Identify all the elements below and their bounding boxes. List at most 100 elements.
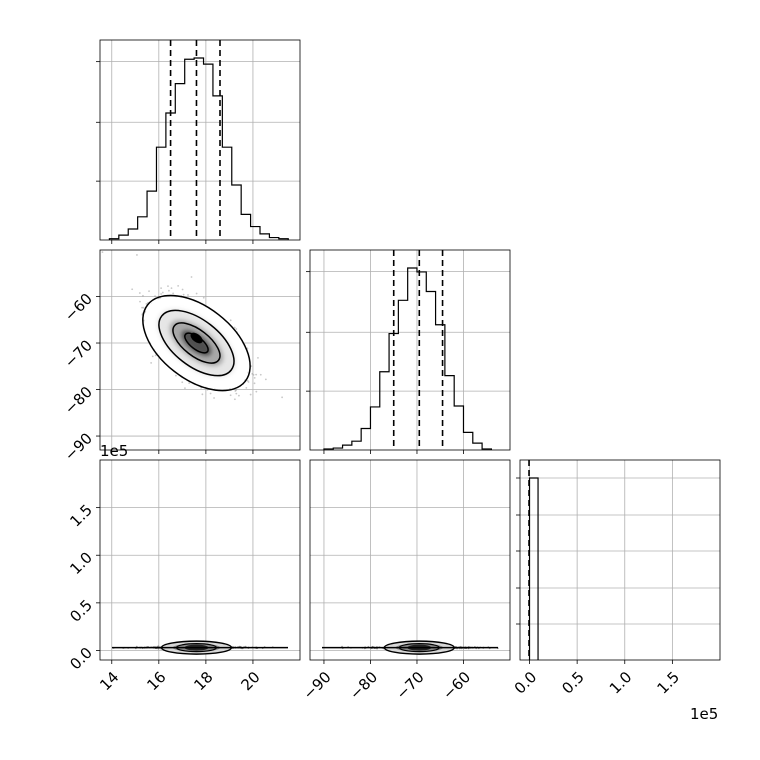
density-peak (190, 332, 203, 344)
panel-background (100, 460, 300, 660)
x-tick-label: −90 (300, 668, 335, 703)
panel-border (309, 459, 511, 661)
scatter-point (235, 392, 238, 395)
scatter-point (167, 285, 169, 288)
y-tick-label: −90 (61, 429, 96, 464)
y-tick-label: 0.5 (66, 596, 96, 626)
histogram-panel-param-2 (516, 459, 721, 664)
scatter-point (168, 289, 170, 292)
scatter-point (264, 378, 267, 381)
scatter-point (245, 386, 248, 389)
scatter-point (188, 382, 191, 385)
y-tick-label: 1.0 (66, 549, 96, 579)
scatter-point (209, 392, 212, 395)
scatter-point (247, 381, 250, 383)
x-tick-label: −80 (346, 668, 381, 703)
y-tick-label: 0.0 (66, 644, 96, 674)
scatter-point (238, 394, 240, 397)
scatter-point (175, 374, 177, 377)
scatter-point (187, 294, 189, 296)
scatter-point (154, 295, 156, 298)
scatter-point (181, 288, 184, 291)
y-tick-label: −80 (61, 383, 96, 418)
scatter-point (235, 389, 237, 391)
x-tick-label: 0.0 (511, 668, 541, 698)
scatter-point (253, 376, 256, 379)
x-tick-label: 1.0 (606, 668, 636, 698)
scatter-point (255, 390, 258, 393)
panel-border (99, 249, 301, 451)
scatter-point (253, 382, 256, 385)
density-fill (181, 330, 212, 356)
x-tick-label: 16 (143, 668, 169, 694)
scatter-point (172, 292, 175, 295)
scatter-point (131, 288, 134, 291)
scatter-point (150, 362, 153, 364)
scatter-point (259, 373, 262, 376)
panel-border (99, 459, 301, 661)
histogram-series (528, 477, 539, 660)
histogram-panel-param-1 (306, 249, 511, 454)
panel-border (519, 459, 721, 661)
scatter-point (190, 276, 193, 278)
panel-background (100, 40, 300, 240)
scatter-panel-param-0-vs-1 (96, 249, 301, 454)
x-tick-label: 0.5 (558, 668, 588, 698)
scatter-point (251, 372, 254, 375)
contour-line (158, 309, 235, 377)
y-tick-label: 1.5 (66, 501, 96, 531)
scatter-point (160, 287, 163, 290)
x-tick-label: 1.5 (654, 668, 684, 698)
scatter-point (157, 645, 160, 648)
panel-background (310, 460, 510, 660)
scatter-point (161, 291, 164, 294)
scatter-point (142, 294, 144, 297)
panel-border (309, 249, 511, 451)
histogram-series (108, 57, 289, 240)
panel-border (99, 39, 301, 241)
contour-line (142, 294, 251, 392)
scatter-point (142, 306, 145, 309)
scatter-point (252, 374, 255, 376)
x-offset-label-param-2: 1e5 (690, 705, 718, 723)
scatter-panel-param-0-vs-2 (96, 459, 301, 664)
scatter-point (138, 292, 141, 294)
scatter-point (201, 393, 204, 396)
contour-line (184, 332, 209, 354)
y-offset-label-param-2: 1e5 (100, 442, 128, 460)
panel-background (310, 250, 510, 450)
x-tick-label: 18 (190, 668, 216, 694)
scatter-point (136, 254, 138, 256)
scatter-point (257, 356, 259, 359)
x-tick-label: 14 (96, 668, 122, 694)
scatter-point (233, 398, 236, 401)
histogram-series (323, 267, 492, 450)
panel-background (520, 460, 720, 660)
scatter-point (160, 293, 163, 295)
scatter-point (255, 373, 258, 376)
x-tick-label: −60 (439, 668, 474, 703)
scatter-point (281, 396, 283, 399)
scatter-point (229, 319, 232, 322)
y-tick-label: −70 (61, 336, 96, 371)
histogram-panel-param-0 (96, 39, 301, 244)
scatter-point (151, 355, 154, 358)
scatter-point (195, 292, 198, 295)
scatter-point (170, 287, 173, 290)
scatter-point (141, 306, 143, 309)
scatter-point (101, 251, 104, 254)
scatter-point (233, 326, 236, 329)
scatter-point (229, 394, 232, 397)
scatter-point (148, 290, 150, 293)
scatter-point (202, 296, 205, 299)
y-tick-label: −60 (61, 290, 96, 325)
scatter-point (145, 302, 148, 305)
contour-line (172, 322, 221, 364)
scatter-point (182, 293, 185, 296)
scatter-point (213, 397, 215, 399)
scatter-point (143, 319, 145, 322)
scatter-point (181, 381, 184, 384)
scatter-panel-param-1-vs-2 (309, 459, 511, 664)
x-tick-label: 20 (237, 668, 263, 694)
